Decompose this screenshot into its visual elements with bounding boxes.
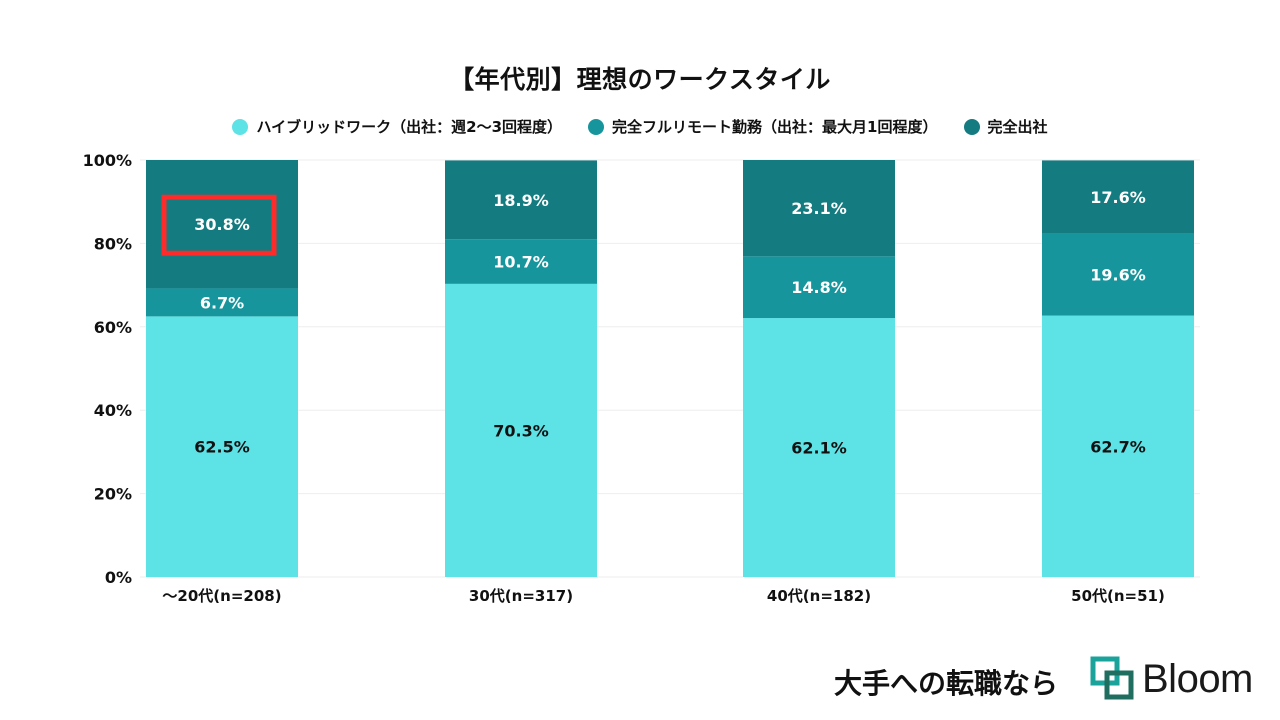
data-label: 62.1% bbox=[791, 439, 847, 458]
data-label: 19.6% bbox=[1090, 266, 1146, 285]
legend-dot-hybrid bbox=[232, 118, 249, 135]
legend: ハイブリッドワーク（出社：週2～3回程度） 完全フルリモート勤務（出社：最大月1… bbox=[0, 116, 1280, 137]
data-label: 62.5% bbox=[194, 438, 250, 457]
bar-segment bbox=[146, 288, 298, 317]
data-label: 6.7% bbox=[200, 293, 244, 312]
bar-segment bbox=[445, 239, 597, 284]
x-tick-label: 50代(n=51) bbox=[1071, 587, 1165, 605]
legend-item-hybrid: ハイブリッドワーク（出社：週2～3回程度） bbox=[232, 116, 562, 137]
bar-segment bbox=[743, 256, 895, 319]
bar-segment bbox=[743, 160, 895, 257]
data-label: 14.8% bbox=[791, 278, 847, 297]
legend-dot-remote bbox=[588, 118, 605, 135]
data-label: 30.8% bbox=[194, 215, 250, 234]
legend-item-office: 完全出社 bbox=[963, 116, 1048, 137]
x-tick-label: 40代(n=182) bbox=[767, 587, 871, 605]
data-label: 17.6% bbox=[1090, 188, 1146, 207]
bar-segment bbox=[1042, 160, 1194, 234]
bar-segment bbox=[445, 160, 597, 240]
data-label: 62.7% bbox=[1090, 437, 1146, 456]
bar-segment bbox=[1042, 233, 1194, 316]
y-tick-label: 0% bbox=[105, 568, 132, 587]
bloom-logo: Bloom bbox=[1090, 656, 1253, 702]
y-tick-label: 40% bbox=[94, 401, 132, 420]
legend-item-remote: 完全フルリモート勤務（出社：最大月1回程度） bbox=[588, 116, 938, 137]
bar-segment bbox=[743, 318, 895, 577]
highlight-box bbox=[161, 194, 277, 256]
bar-segment bbox=[146, 316, 298, 577]
data-label: 23.1% bbox=[791, 199, 847, 218]
y-tick-label: 20% bbox=[94, 485, 132, 504]
y-tick-label: 100% bbox=[83, 151, 132, 170]
bloom-logo-text: Bloom bbox=[1142, 656, 1253, 701]
data-label: 18.9% bbox=[493, 191, 549, 210]
bloom-logo-icon bbox=[1090, 656, 1134, 700]
data-label: 10.7% bbox=[493, 253, 549, 272]
legend-label-office: 完全出社 bbox=[987, 118, 1048, 136]
legend-dot-office bbox=[963, 118, 980, 135]
chart-title: 【年代別】理想のワークスタイル bbox=[449, 65, 831, 94]
stacked-bar-chart: 0% 20% 40% 60% 80% 100% 62.5% 6.7% 30.8% ～20代(n=2… bbox=[83, 151, 1200, 605]
x-tick-label: ～20代(n=208) bbox=[162, 587, 281, 605]
x-tick-label: 30代(n=317) bbox=[469, 587, 573, 605]
y-tick-label: 60% bbox=[94, 318, 132, 337]
legend-label-hybrid: ハイブリッドワーク（出社：週2～3回程度） bbox=[256, 118, 563, 136]
bar-segment bbox=[445, 283, 597, 577]
legend-label-remote: 完全フルリモート勤務（出社：最大月1回程度） bbox=[612, 118, 938, 136]
bar-segment bbox=[1042, 315, 1194, 577]
data-label: 70.3% bbox=[493, 421, 549, 440]
footer-tagline: 大手への転職なら bbox=[834, 667, 1059, 700]
y-tick-label: 80% bbox=[94, 234, 132, 253]
